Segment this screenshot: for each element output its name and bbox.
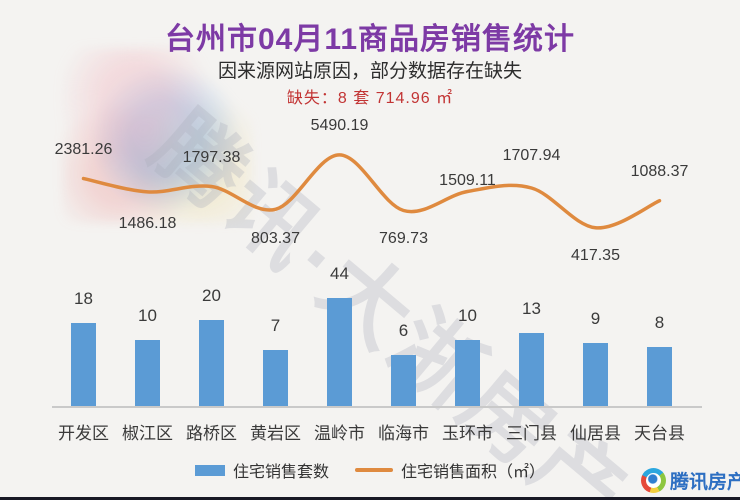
legend: 住宅销售套数 住宅销售面积（㎡） — [0, 458, 740, 482]
bar-三门县 — [519, 332, 544, 406]
line-value-label: 1707.94 — [502, 146, 561, 164]
bar-温岭市 — [327, 297, 352, 406]
bar-value-label: 6 — [398, 320, 409, 340]
tencent-logo-icon — [640, 468, 666, 493]
line-value-label: 803.37 — [251, 230, 300, 248]
bar-玉环市 — [455, 340, 480, 406]
bar-天台县 — [647, 346, 672, 406]
bar-value-label: 44 — [330, 263, 349, 283]
bar-value-label: 13 — [522, 298, 541, 318]
category-label: 椒江区 — [122, 424, 173, 443]
line-value-label: 1797.38 — [182, 148, 241, 166]
bar-value-label: 18 — [74, 289, 93, 309]
category-label: 温岭市 — [314, 424, 365, 443]
bar-临海市 — [391, 354, 416, 406]
bar-value-label: 8 — [654, 312, 665, 332]
bar-value-label: 10 — [138, 306, 157, 326]
line-value-label: 769.73 — [379, 229, 428, 247]
bar-黄岩区 — [263, 350, 288, 406]
page-title: 台州市04月11商品房销售统计 — [164, 23, 576, 56]
legend-bar-label: 住宅销售套数 — [232, 464, 329, 481]
legend-line-swatch-icon — [355, 468, 393, 472]
bar-椒江区 — [135, 340, 160, 406]
line-value-label: 417.35 — [571, 246, 620, 264]
legend-line-label: 住宅销售面积（㎡） — [401, 464, 546, 481]
category-label: 天台县 — [634, 424, 685, 443]
category-label: 仙居县 — [570, 424, 621, 443]
category-label: 临海市 — [378, 424, 429, 443]
bar-路桥区 — [199, 320, 224, 406]
missing-data-note: 缺失：8 套 714.96 ㎡ — [286, 90, 454, 107]
legend-bar-swatch-icon — [194, 464, 225, 476]
line-value-label: 5490.19 — [310, 116, 369, 134]
category-label: 路桥区 — [186, 424, 237, 443]
category-label: 玉环市 — [442, 424, 493, 443]
category-label: 三门县 — [506, 424, 557, 443]
x-axis-line — [52, 406, 702, 408]
tencent-realestate-logo: 腾讯房产 — [640, 467, 740, 494]
bar-value-label: 7 — [270, 316, 281, 336]
bar-value-label: 20 — [202, 286, 221, 306]
line-value-label: 1088.37 — [630, 162, 689, 180]
line-value-label: 1486.18 — [118, 214, 177, 232]
line-value-label: 2381.26 — [54, 140, 113, 158]
line-value-label: 1509.11 — [439, 172, 496, 190]
category-label: 黄岩区 — [250, 424, 301, 443]
bar-开发区 — [71, 323, 96, 406]
tencent-logo-text: 腾讯房产 — [669, 472, 740, 493]
bottom-border — [0, 497, 740, 500]
bar-value-label: 9 — [590, 309, 601, 329]
bar-仙居县 — [583, 343, 608, 406]
category-label: 开发区 — [58, 424, 109, 443]
subtitle: 因来源网站原因，部分数据存在缺失 — [217, 61, 522, 82]
bar-value-label: 10 — [458, 306, 477, 326]
